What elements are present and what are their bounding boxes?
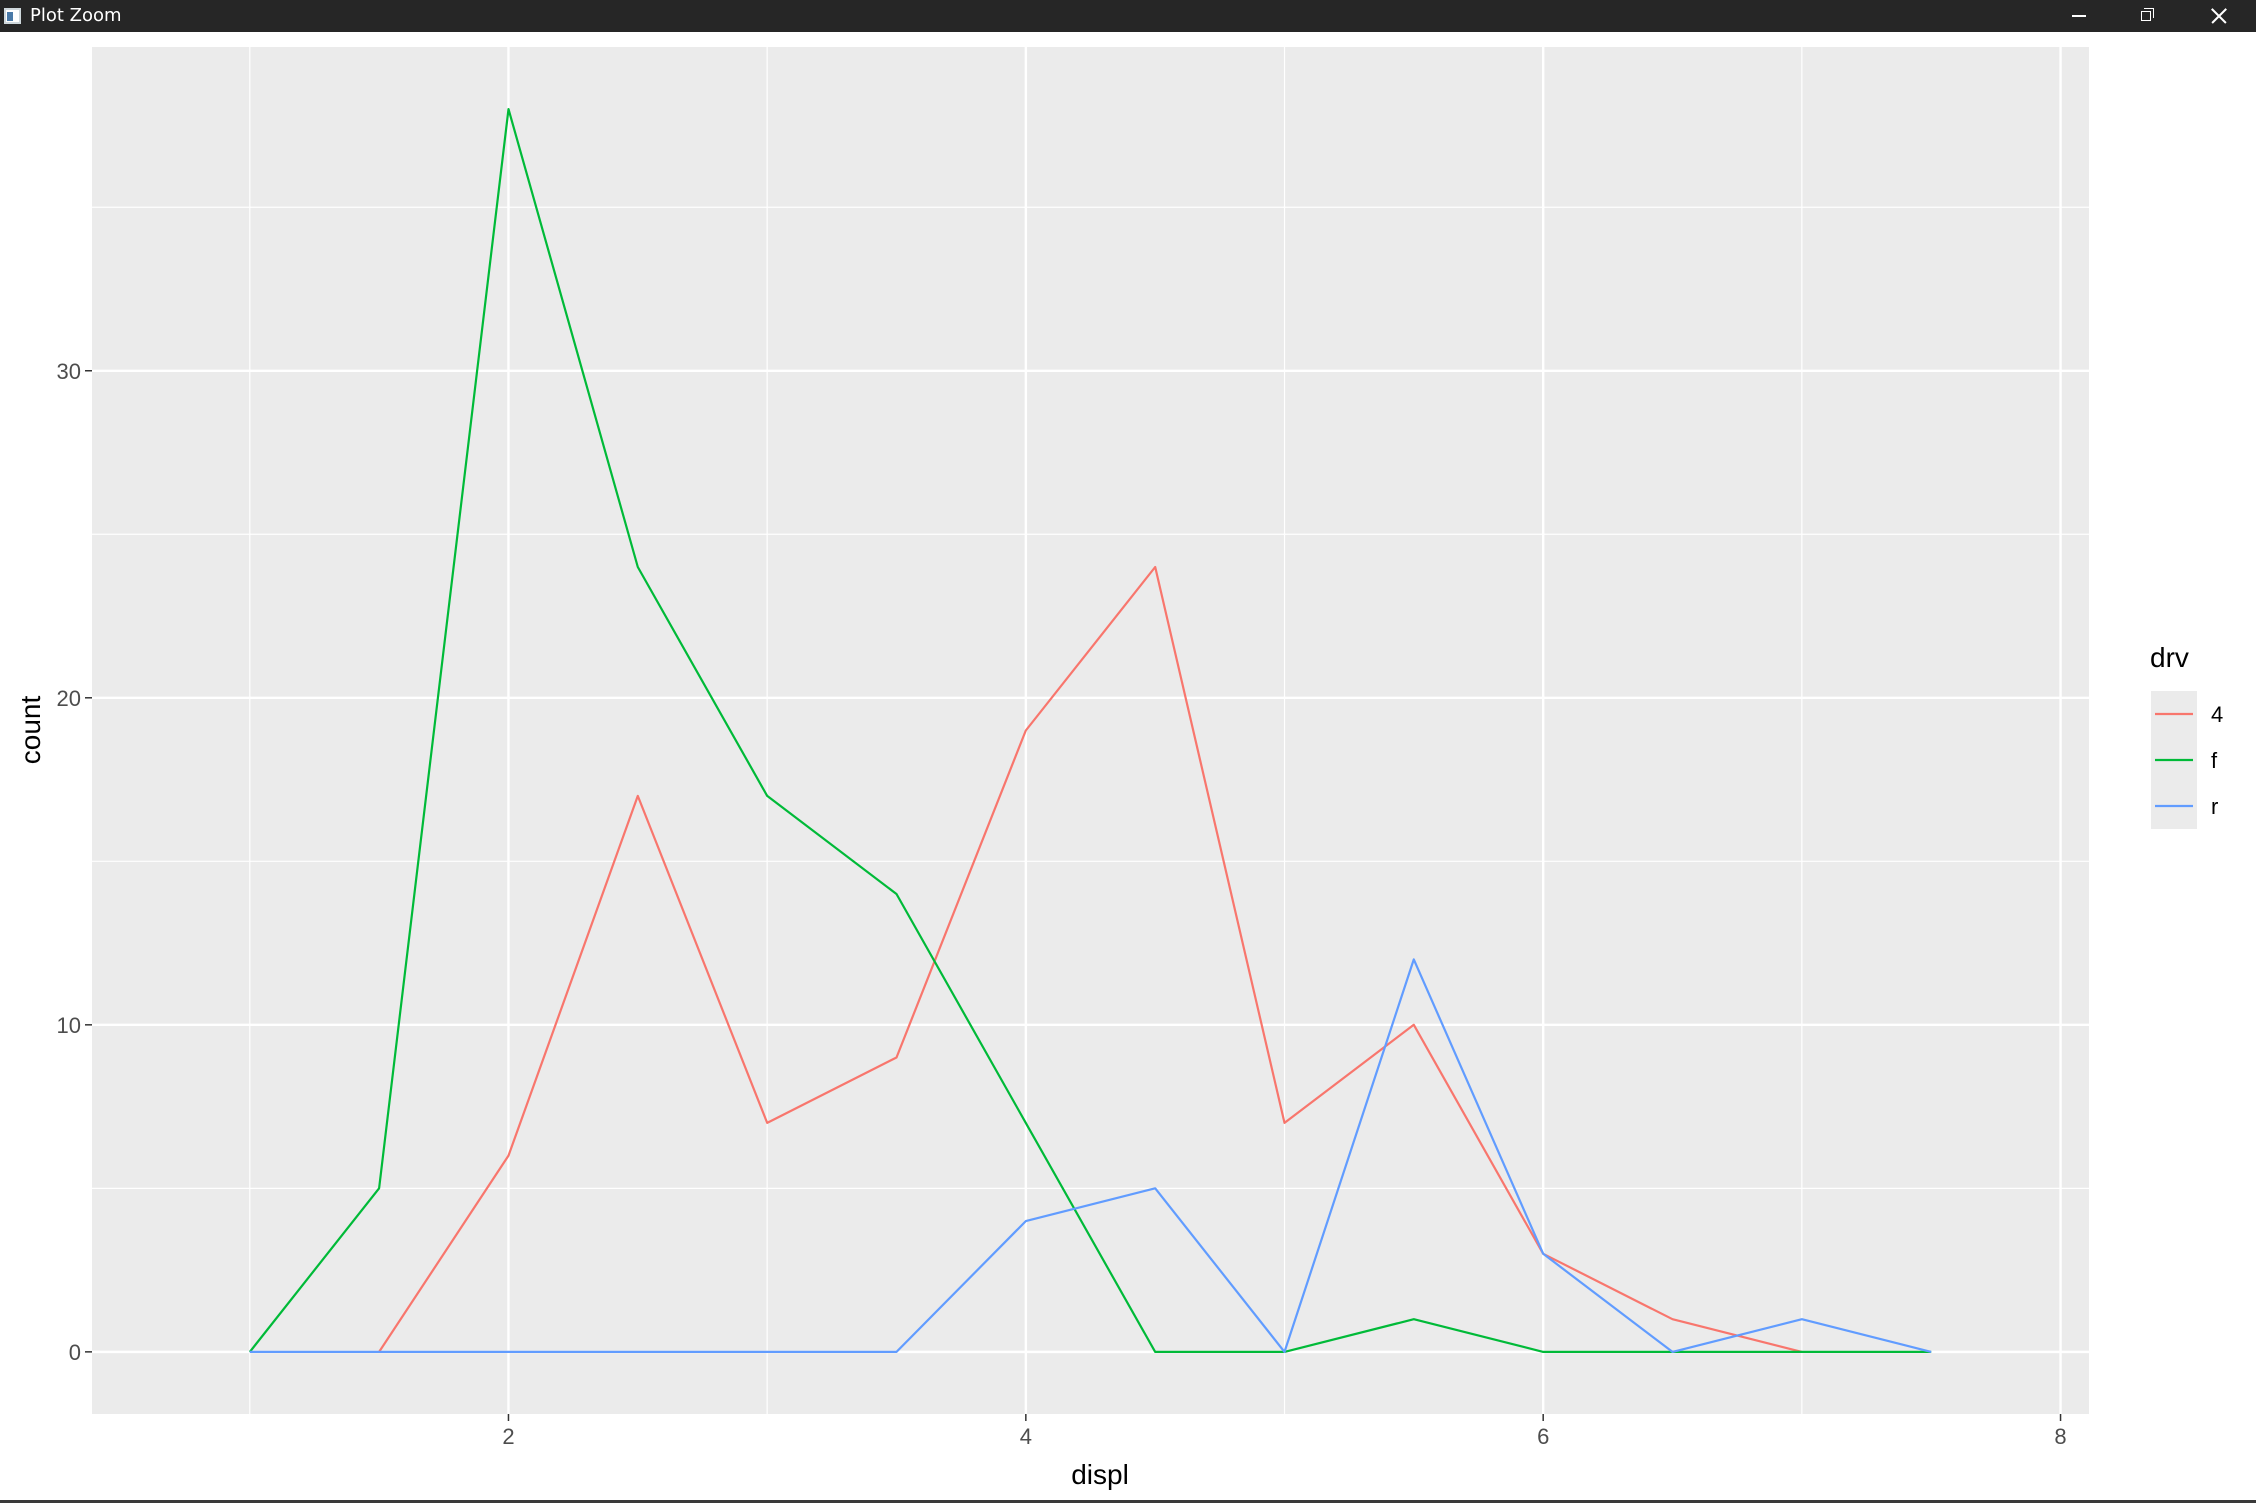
y-tick-label: 0 (69, 1340, 81, 1365)
legend-label-r: r (2211, 794, 2218, 819)
legend: drv 4 fr (2150, 642, 2223, 829)
series-line-4 (378, 565, 1803, 1353)
plot-zoom-app-icon (4, 8, 21, 24)
x-tick-label: 6 (1537, 1424, 1549, 1449)
plot-panel (92, 47, 2089, 1414)
x-tick-label: 8 (2054, 1424, 2066, 1449)
y-tick-label: 20 (57, 686, 81, 711)
window-bottom-border (0, 1500, 2256, 1503)
series-lines (248, 107, 1932, 1354)
legend-keys: 4 fr (2151, 691, 2223, 829)
close-icon[interactable] (2184, 0, 2252, 32)
minor-gridlines (92, 47, 2089, 1414)
line-chart: 2 4 6 8 0 10 20 30 displ count drv 4 fr (15, 47, 2223, 1490)
x-axis: 2 4 6 8 (502, 1414, 2067, 1449)
legend-label-f: f (2211, 748, 2218, 773)
legend-label-4: 4 (2211, 702, 2223, 727)
x-tick-label: 4 (1020, 1424, 1032, 1449)
y-tick-label: 30 (57, 359, 81, 384)
x-axis-title: displ (1071, 1459, 1129, 1490)
series-line-f (248, 107, 1932, 1354)
y-tick-label: 10 (57, 1013, 81, 1038)
y-axis-title: count (15, 696, 46, 765)
y-axis: 0 10 20 30 (57, 359, 92, 1365)
restore-icon[interactable] (2114, 0, 2182, 32)
window-title: Plot Zoom (30, 5, 122, 26)
minimize-icon[interactable] (2045, 0, 2113, 32)
title-bar: Plot Zoom (0, 0, 2256, 32)
series-line-r (249, 958, 1932, 1354)
x-tick-label: 2 (502, 1424, 514, 1449)
legend-title: drv (2150, 642, 2189, 673)
